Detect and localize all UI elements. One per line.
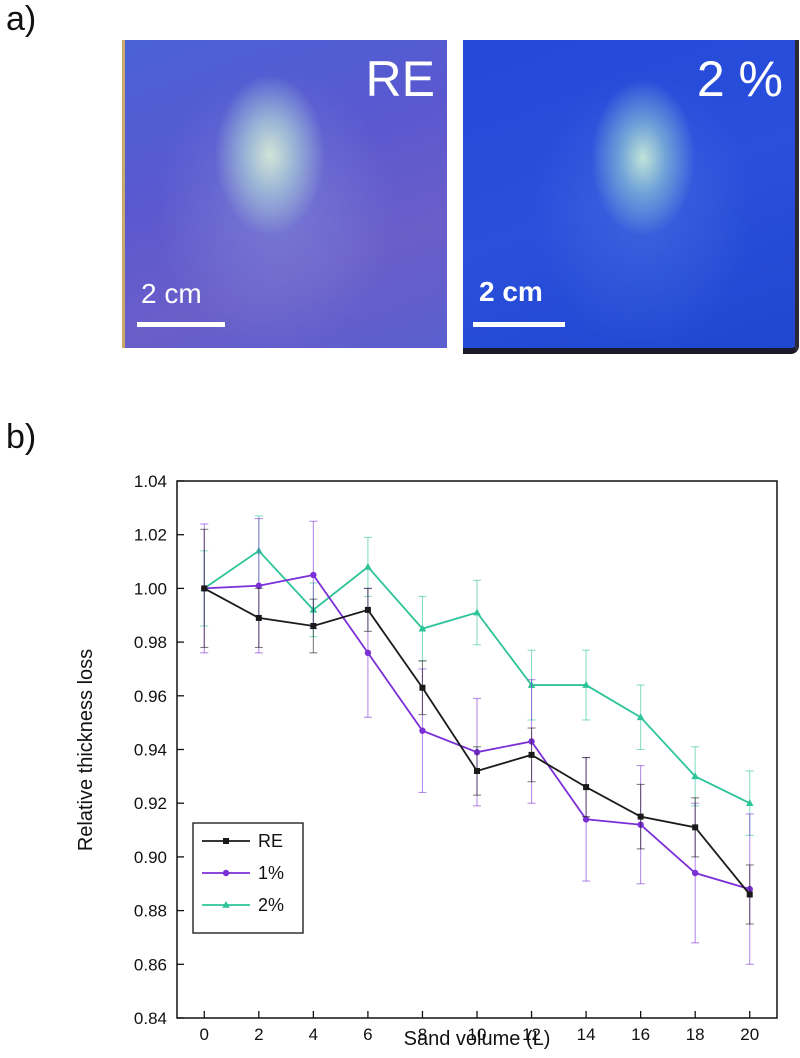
y-tick-label: 0.88 (134, 902, 167, 921)
x-tick-label: 14 (577, 1025, 596, 1044)
chart-legend: RE 1% 2% (192, 822, 304, 934)
data-point-re (583, 784, 590, 791)
photo-re-scale-bar (137, 322, 225, 327)
data-point-re (201, 585, 208, 592)
panel-label-a: a) (6, 0, 37, 38)
y-tick-label: 1.04 (134, 472, 167, 491)
data-point-1pct (419, 727, 426, 734)
y-tick-label: 0.98 (134, 633, 167, 652)
data-point-re (692, 824, 699, 831)
legend-label-2pct: 2% (258, 895, 284, 915)
x-tick-label: 6 (363, 1025, 372, 1044)
data-point-1pct (310, 571, 317, 579)
data-point-1pct (364, 649, 372, 657)
photo-2pct-coating: 2 % 2 cm (463, 40, 799, 354)
series-re (200, 528, 754, 925)
data-point-2pct (691, 772, 699, 780)
legend-marker-2pct (222, 901, 230, 908)
x-tick-label: 4 (309, 1025, 318, 1044)
series-layer (200, 515, 754, 965)
data-point-re (637, 813, 644, 820)
data-point-re (746, 891, 753, 898)
data-point-2pct (745, 799, 754, 806)
x-tick-label: 18 (686, 1025, 705, 1044)
x-tick-label: 16 (631, 1025, 650, 1044)
photo-2pct-scale-bar (473, 322, 565, 327)
data-point-1pct (582, 816, 590, 823)
x-tick-label: 12 (522, 1025, 541, 1044)
data-point-1pct (255, 582, 263, 589)
x-tick-labels: 0 2 4 6 8 10 12 14 16 18 20 (200, 1025, 760, 1044)
y-tick-label: 0.96 (134, 687, 167, 706)
x-tick-label: 0 (200, 1025, 209, 1044)
x-tick-label: 20 (740, 1025, 759, 1044)
data-point-re (255, 614, 262, 621)
legend-box (192, 822, 304, 934)
data-point-2pct (636, 713, 645, 721)
y-axis-title: Relative thickness loss (75, 649, 97, 851)
y-tick-label: 1.00 (134, 579, 167, 598)
x-tick-label: 10 (468, 1025, 487, 1044)
thickness-loss-chart: 0 2 4 6 8 10 12 14 16 18 20 0.840.860.880.900.920.… (75, 472, 778, 1050)
y-tick-label: 0.84 (134, 1009, 167, 1028)
data-point-1pct (691, 869, 699, 877)
data-point-2pct (473, 608, 481, 616)
y-tick-label: 0.94 (134, 741, 167, 760)
legend-marker-1pct (222, 869, 230, 877)
y-tick-labels: 0.84 0.86 0.88 0.90 0.92 0.94 0.96 0.98 1.00 1.02… (134, 472, 167, 1028)
photo-re-coating: RE 2 cm (122, 40, 447, 348)
legend-label-re: RE (258, 831, 283, 851)
y-tick-label: 0.86 (134, 955, 167, 974)
data-point-re (528, 751, 535, 758)
data-point-re (419, 684, 426, 691)
photo-re-tag: RE (365, 51, 435, 107)
photo-2pct-scale-label: 2 cm (479, 276, 543, 307)
y-tick-label: 1.02 (134, 526, 167, 545)
data-point-2pct (418, 624, 427, 632)
data-point-2pct (364, 562, 372, 570)
photo-2pct-tag: 2 % (696, 51, 783, 107)
data-point-2pct (582, 681, 590, 688)
data-point-re (364, 606, 371, 613)
x-axis-title: Sand volume (L) (404, 1028, 551, 1050)
x-tick-label: 2 (254, 1025, 263, 1044)
y-tick-label: 0.90 (134, 848, 167, 867)
data-point-re (310, 622, 317, 629)
x-tick-label: 8 (418, 1025, 427, 1044)
y-tick-label: 0.92 (134, 794, 167, 813)
axis-ticks (177, 480, 751, 1019)
panel-label-b: b) (6, 418, 37, 456)
legend-label-1pct: 1% (258, 863, 284, 883)
photo-re-scale-label: 2 cm (141, 278, 202, 309)
legend-marker-re (223, 838, 229, 844)
data-point-re (474, 767, 480, 774)
